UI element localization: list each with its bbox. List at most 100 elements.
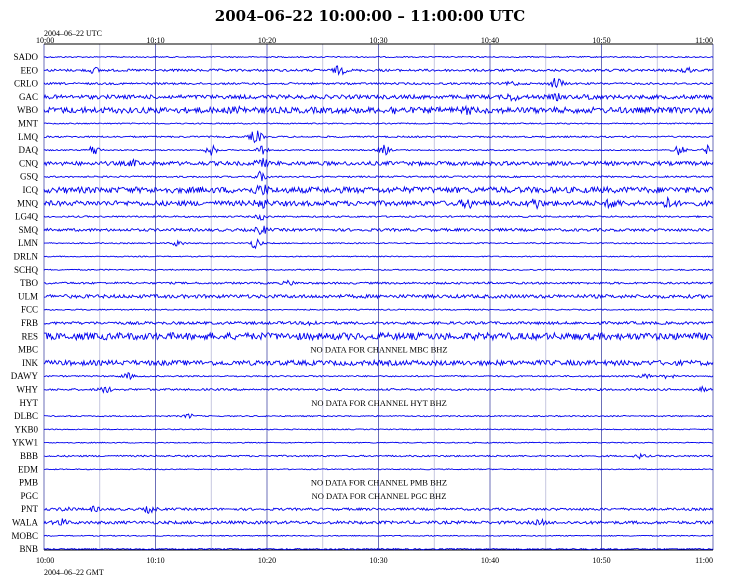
seismic-trace bbox=[43, 268, 714, 272]
station-label: BNB bbox=[19, 544, 38, 554]
bottom-tick-label: 10:30 bbox=[369, 556, 387, 565]
seismic-trace bbox=[43, 170, 714, 182]
seismic-trace bbox=[43, 320, 714, 327]
seismic-trace bbox=[43, 385, 714, 394]
top-tick-label: 10:30 bbox=[369, 36, 387, 45]
station-label: BBB bbox=[20, 451, 38, 461]
no-data-note: NO DATA FOR CHANNEL PMB BHZ bbox=[311, 478, 447, 488]
bottom-tick-labels: 10:00 10:10 10:20 10:30 10:40 10:50 11:00 bbox=[36, 556, 713, 565]
seismic-trace bbox=[43, 65, 714, 76]
station-label: PGC bbox=[20, 491, 38, 501]
no-data-note: NO DATA FOR CHANNEL PGC BHZ bbox=[312, 491, 447, 501]
seismic-trace bbox=[43, 279, 714, 286]
station-label: FCC bbox=[21, 305, 38, 315]
seismic-trace bbox=[43, 238, 714, 250]
station-label: LMQ bbox=[18, 132, 39, 142]
bottom-tick-label: 10:20 bbox=[258, 556, 276, 565]
seismic-trace bbox=[43, 358, 714, 368]
time-grid bbox=[43, 43, 714, 551]
seismic-trace bbox=[43, 517, 714, 527]
seismic-trace bbox=[43, 452, 714, 460]
top-axis-label: 2004–06–22 UTC bbox=[44, 29, 102, 38]
seismic-trace bbox=[43, 441, 714, 444]
station-label: TBO bbox=[20, 278, 39, 288]
station-labels: SADO EEO CRLO GAC WBO MNT LMQ DAQ CNQ GSQ ICQ MNQ LG… bbox=[11, 52, 39, 554]
station-label: DAQ bbox=[19, 145, 39, 155]
bottom-tick-label: 10:00 bbox=[36, 556, 54, 565]
no-data-note: NO DATA FOR CHANNEL MBC BHZ bbox=[310, 345, 447, 355]
seismic-trace bbox=[43, 534, 714, 537]
station-label: DLBC bbox=[14, 411, 38, 421]
no-data-note: NO DATA FOR CHANNEL HYT BHZ bbox=[311, 398, 447, 408]
station-label: CRLO bbox=[14, 79, 39, 89]
station-label: GAC bbox=[19, 92, 38, 102]
seismic-trace bbox=[43, 195, 714, 211]
bottom-tick-label: 10:10 bbox=[146, 556, 164, 565]
station-label: SCHQ bbox=[14, 265, 39, 275]
seismic-trace bbox=[43, 428, 714, 431]
top-tick-label: 10:50 bbox=[592, 36, 610, 45]
top-tick-label: 10:00 bbox=[36, 36, 54, 45]
station-label: YKB0 bbox=[14, 424, 38, 434]
station-label: LMN bbox=[18, 238, 39, 248]
station-label: RES bbox=[21, 331, 38, 341]
station-label: SMQ bbox=[18, 225, 38, 235]
seismic-trace bbox=[43, 468, 714, 471]
seismic-trace bbox=[43, 143, 714, 156]
station-label: YKW1 bbox=[12, 438, 38, 448]
seismic-trace bbox=[43, 293, 714, 300]
station-label: WBO bbox=[17, 105, 38, 115]
station-label: EEO bbox=[21, 65, 39, 75]
seismic-trace bbox=[43, 505, 714, 514]
bottom-tick-label: 10:50 bbox=[592, 556, 610, 565]
top-tick-labels: 10:00 10:10 10:20 10:30 10:40 10:50 11:00 bbox=[36, 36, 713, 45]
station-label: ICQ bbox=[23, 185, 39, 195]
seismic-trace bbox=[43, 184, 714, 196]
station-label: HYT bbox=[20, 398, 39, 408]
seismic-trace bbox=[43, 308, 714, 311]
seismic-trace bbox=[43, 55, 714, 59]
station-label: ULM bbox=[18, 291, 38, 301]
seismic-trace bbox=[43, 225, 714, 236]
station-label: PMB bbox=[19, 478, 38, 488]
station-label: INK bbox=[22, 358, 38, 368]
station-label: FRB bbox=[21, 318, 38, 328]
chart-title: 2004–06–22 10:00:00 – 11:00:00 UTC bbox=[215, 7, 526, 25]
seismic-trace bbox=[43, 371, 714, 381]
station-label: SADO bbox=[13, 52, 38, 62]
station-label: GSQ bbox=[20, 172, 39, 182]
station-label: WALA bbox=[12, 518, 38, 528]
seismic-trace bbox=[43, 331, 714, 342]
seismic-trace bbox=[43, 78, 714, 89]
station-label: MNQ bbox=[17, 198, 39, 208]
seismic-trace bbox=[43, 130, 714, 144]
top-tick-label: 10:20 bbox=[258, 36, 276, 45]
seismic-trace bbox=[43, 255, 714, 258]
seismic-trace bbox=[43, 547, 714, 551]
station-label: WHY bbox=[17, 385, 39, 395]
seismic-trace bbox=[43, 213, 714, 221]
seismic-trace bbox=[43, 122, 714, 125]
top-tick-label: 11:00 bbox=[695, 36, 713, 45]
station-label: CNQ bbox=[19, 158, 39, 168]
station-label: MNT bbox=[18, 119, 39, 129]
station-label: LG4Q bbox=[15, 212, 38, 222]
top-tick-label: 10:40 bbox=[481, 36, 499, 45]
bottom-tick-label: 10:40 bbox=[481, 556, 499, 565]
seismic-trace bbox=[43, 104, 714, 115]
station-label: MBC bbox=[18, 345, 38, 355]
station-label: MOBC bbox=[11, 531, 38, 541]
seismic-traces bbox=[43, 55, 714, 551]
bottom-axis-label: 2004–06–22 GMT bbox=[44, 568, 104, 577]
station-label: DAWY bbox=[11, 371, 39, 381]
seismic-trace bbox=[43, 92, 714, 102]
no-data-notes: NO DATA FOR CHANNEL MBC BHZ NO DATA FOR C… bbox=[310, 345, 447, 501]
top-tick-label: 10:10 bbox=[146, 36, 164, 45]
bottom-tick-label: 11:00 bbox=[695, 556, 713, 565]
seismic-trace bbox=[43, 413, 714, 419]
station-label: PNT bbox=[21, 504, 39, 514]
station-label: DRLN bbox=[14, 252, 39, 262]
station-label: EDM bbox=[18, 464, 38, 474]
seismic-trace bbox=[43, 157, 714, 168]
